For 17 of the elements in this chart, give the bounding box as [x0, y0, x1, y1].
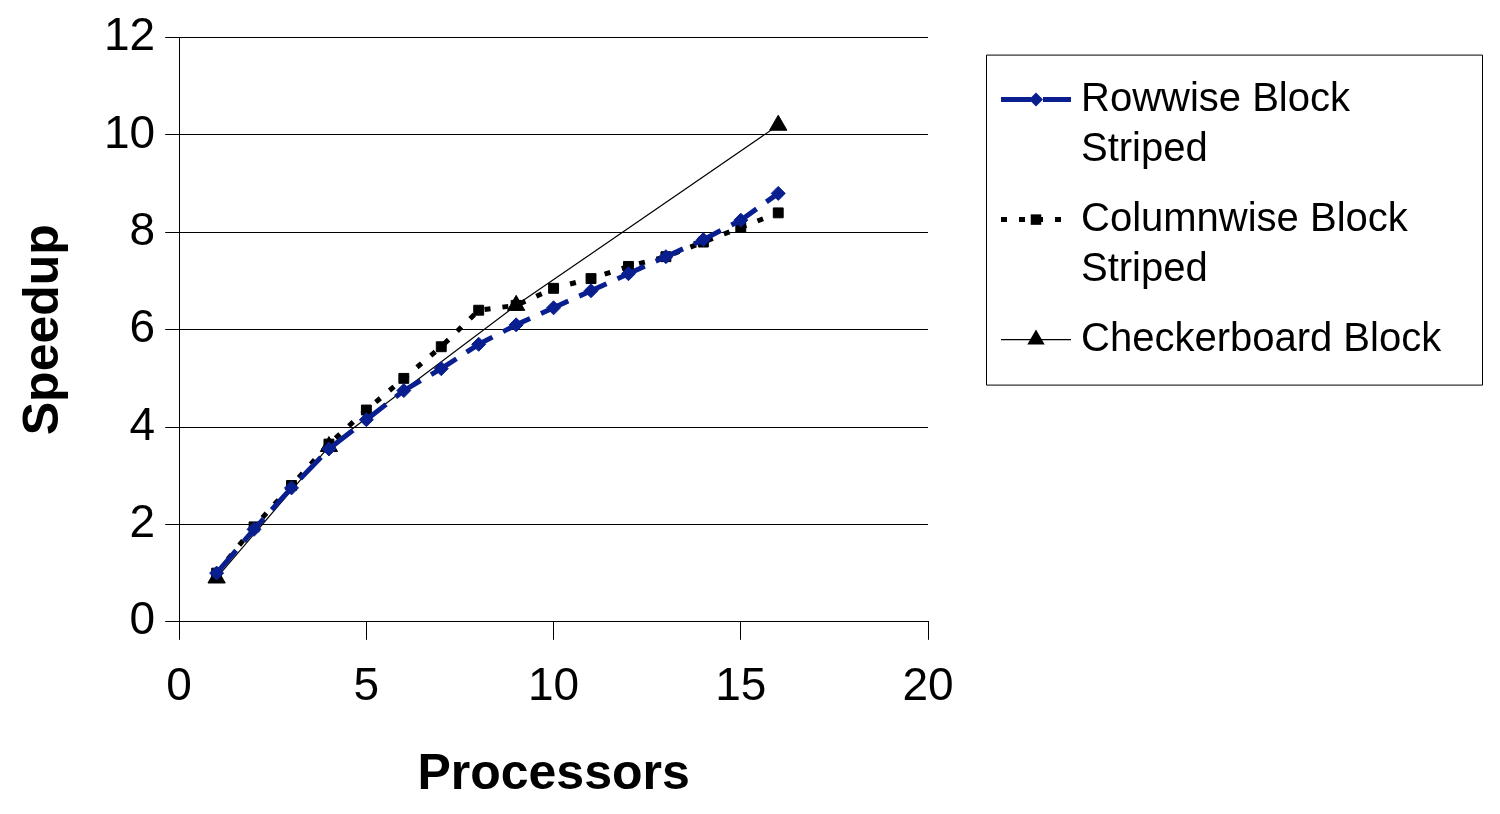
x-tick-label: 0	[166, 658, 192, 711]
y-tick-label: 6	[129, 300, 156, 353]
x-tick-label: 20	[902, 658, 954, 711]
y-tick-label: 4	[129, 397, 156, 450]
y-tick-label: 2	[129, 495, 156, 548]
x-tick-label: 5	[353, 658, 380, 711]
x-tick-label: 15	[715, 658, 767, 711]
legend-label: Columnwise Block Striped	[1081, 194, 1409, 289]
y-tick-label: 8	[129, 203, 156, 256]
legend-label: Rowwise Block Striped	[1081, 74, 1351, 169]
legend-label: Checkerboard Block	[1081, 314, 1443, 359]
x-axis-title: Processors	[417, 743, 690, 800]
y-axis-title: Speedup	[12, 224, 69, 436]
x-tick-label: 10	[528, 658, 580, 711]
y-tick-label: 0	[129, 592, 156, 645]
y-tick-label: 10	[103, 105, 156, 158]
y-tick-label: 12	[103, 8, 156, 61]
